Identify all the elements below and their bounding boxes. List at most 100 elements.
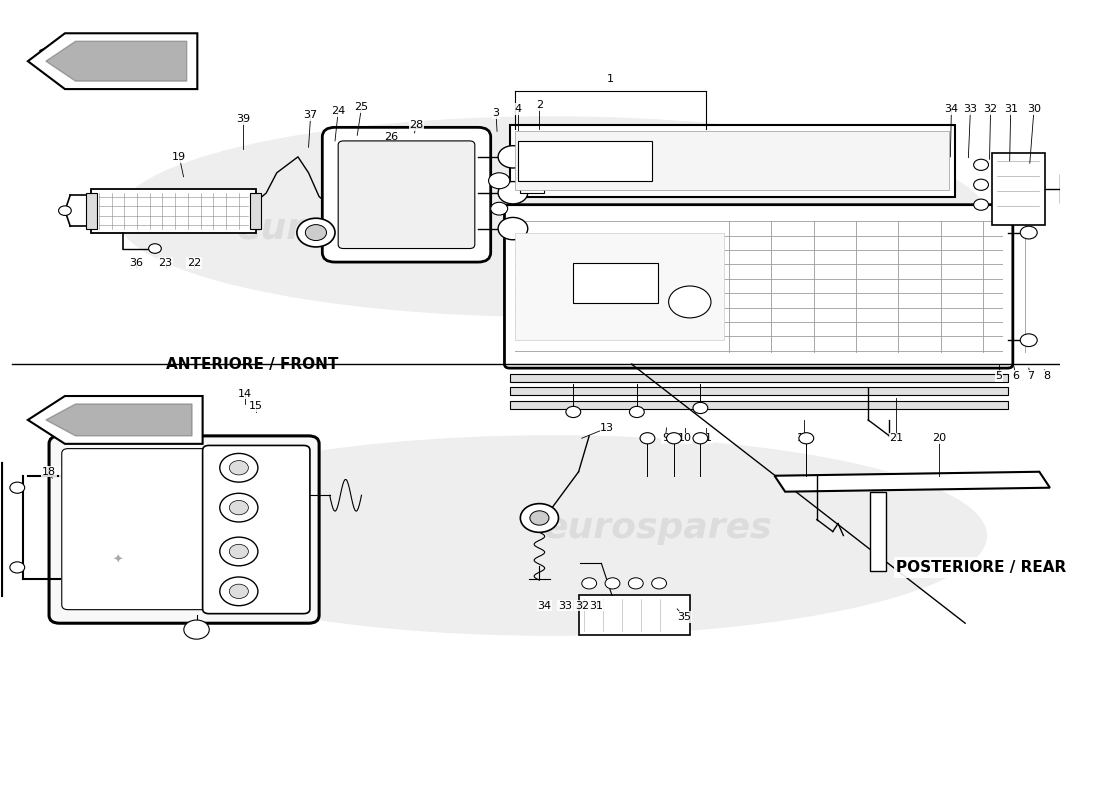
Text: 4: 4	[515, 104, 521, 114]
Circle shape	[498, 182, 528, 204]
FancyBboxPatch shape	[62, 449, 211, 610]
Circle shape	[799, 433, 814, 444]
Text: 16: 16	[257, 593, 271, 602]
Circle shape	[669, 286, 711, 318]
Text: 33: 33	[558, 601, 572, 610]
Circle shape	[582, 578, 596, 589]
Ellipse shape	[118, 436, 987, 635]
Circle shape	[498, 146, 528, 168]
Circle shape	[229, 461, 249, 475]
Circle shape	[10, 562, 24, 573]
Circle shape	[667, 433, 681, 444]
Text: 23: 23	[158, 258, 173, 268]
Text: 33: 33	[964, 104, 978, 114]
Circle shape	[498, 218, 528, 240]
Text: 15: 15	[249, 402, 263, 411]
Circle shape	[58, 206, 72, 215]
Polygon shape	[46, 42, 187, 81]
Text: eurospares: eurospares	[543, 510, 772, 545]
Circle shape	[220, 454, 257, 482]
Text: ANTERIORE / FRONT: ANTERIORE / FRONT	[166, 357, 338, 372]
Text: 36: 36	[129, 258, 143, 268]
FancyBboxPatch shape	[86, 193, 97, 229]
Text: 34: 34	[944, 104, 958, 114]
Text: 31: 31	[590, 601, 604, 610]
Text: 3: 3	[493, 108, 499, 118]
FancyBboxPatch shape	[579, 595, 690, 635]
Text: 34: 34	[538, 601, 552, 610]
Text: POSTERIORE / REAR: POSTERIORE / REAR	[896, 560, 1067, 575]
Text: 10: 10	[678, 434, 692, 443]
Circle shape	[565, 406, 581, 418]
Text: 26: 26	[384, 132, 398, 142]
Circle shape	[974, 159, 989, 170]
Text: 8: 8	[1043, 371, 1050, 381]
Circle shape	[693, 402, 707, 414]
Circle shape	[628, 578, 643, 589]
Circle shape	[1021, 334, 1037, 346]
Text: 19: 19	[173, 152, 186, 162]
Text: 12: 12	[798, 434, 812, 443]
Circle shape	[220, 537, 257, 566]
Circle shape	[297, 218, 336, 247]
Text: 37: 37	[304, 110, 318, 120]
FancyBboxPatch shape	[251, 193, 261, 229]
FancyBboxPatch shape	[518, 141, 651, 181]
Circle shape	[148, 244, 162, 254]
FancyBboxPatch shape	[573, 263, 658, 303]
Circle shape	[1021, 226, 1037, 239]
Polygon shape	[28, 396, 202, 444]
Text: 11: 11	[698, 434, 713, 443]
Text: 28: 28	[412, 170, 427, 180]
Circle shape	[605, 578, 620, 589]
Text: 24: 24	[331, 106, 345, 117]
FancyBboxPatch shape	[509, 125, 955, 197]
Circle shape	[629, 406, 645, 418]
Text: 7: 7	[1027, 371, 1034, 381]
Circle shape	[220, 577, 257, 606]
Text: 21: 21	[889, 434, 903, 443]
FancyBboxPatch shape	[322, 127, 491, 262]
Text: 20: 20	[932, 434, 946, 443]
Text: 17: 17	[77, 466, 91, 477]
FancyBboxPatch shape	[509, 374, 1008, 382]
FancyBboxPatch shape	[520, 169, 543, 193]
Text: 38: 38	[60, 466, 74, 477]
Circle shape	[530, 511, 549, 525]
Text: 2: 2	[536, 100, 543, 110]
FancyBboxPatch shape	[338, 141, 475, 249]
Text: 39: 39	[235, 114, 250, 124]
FancyBboxPatch shape	[515, 233, 724, 340]
Text: 29: 29	[427, 142, 441, 151]
Polygon shape	[28, 34, 197, 89]
Text: 28: 28	[409, 120, 424, 130]
Text: 5: 5	[996, 371, 1002, 381]
Text: 1: 1	[607, 74, 614, 84]
FancyBboxPatch shape	[515, 131, 949, 190]
Text: 25: 25	[354, 102, 368, 113]
Circle shape	[693, 433, 707, 444]
Circle shape	[488, 173, 509, 189]
Ellipse shape	[118, 117, 987, 316]
Text: 6: 6	[1012, 371, 1020, 381]
FancyBboxPatch shape	[202, 446, 310, 614]
Circle shape	[651, 578, 667, 589]
Text: 18: 18	[42, 466, 56, 477]
Circle shape	[229, 584, 249, 598]
Circle shape	[184, 620, 209, 639]
Text: ✦: ✦	[112, 554, 123, 567]
Text: 32: 32	[983, 104, 998, 114]
Text: 22: 22	[187, 258, 201, 268]
FancyBboxPatch shape	[1060, 174, 1087, 203]
Text: eurospares: eurospares	[236, 211, 465, 246]
Text: 32: 32	[574, 601, 589, 610]
FancyBboxPatch shape	[505, 205, 1013, 368]
FancyBboxPatch shape	[91, 189, 255, 233]
FancyBboxPatch shape	[509, 387, 1008, 395]
Polygon shape	[46, 404, 192, 436]
FancyBboxPatch shape	[50, 436, 319, 623]
Circle shape	[229, 501, 249, 515]
Text: 9: 9	[662, 434, 669, 443]
Text: 27: 27	[392, 152, 406, 162]
Polygon shape	[774, 472, 1049, 492]
